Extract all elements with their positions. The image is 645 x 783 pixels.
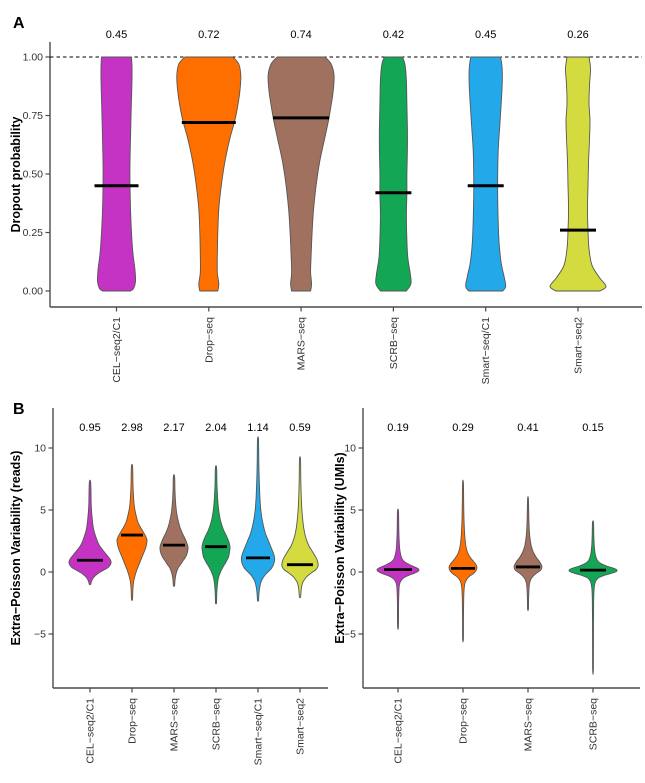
x-tick-label-smart-seq2: Smart−seq2: [295, 698, 307, 755]
x-tick-label-drop-seq: Drop−seq: [203, 317, 215, 363]
y-tick-label: 5: [350, 505, 356, 517]
value-label-cel-seq2-c1: 0.45: [106, 29, 127, 41]
x-tick-label-scrb-seq: SCRB−seq: [588, 698, 600, 750]
violin-a-smart-seq2: [549, 56, 607, 292]
x-tick-label-smart-seq-c1: Smart−seq/C1: [480, 317, 492, 385]
x-tick-label-mars-seq: MARS−seq: [169, 698, 181, 752]
value-label-mars-seq: 0.41: [517, 422, 538, 434]
violin-a-drop-seq: [176, 56, 242, 292]
y-tick-label: 0.00: [23, 286, 44, 298]
value-label-drop-seq: 0.29: [452, 422, 473, 434]
y-tick-label: 0.50: [23, 169, 44, 181]
panel-label-a: A: [13, 15, 25, 32]
x-tick-label-cel-seq2-c1: CEL−seq2/C1: [85, 698, 97, 764]
value-label-cel-seq2-c1: 0.19: [387, 422, 408, 434]
x-tick-label-scrb-seq: SCRB−seq: [388, 317, 400, 369]
value-label-scrb-seq: 2.04: [205, 422, 226, 434]
violin-a-scrb-seq: [375, 56, 412, 292]
value-label-smart-seq-c1: 1.14: [247, 422, 268, 434]
violin-b-umis-scrb-seq: [568, 520, 618, 676]
y-tick-label: 5: [40, 505, 46, 517]
x-tick-label-mars-seq: MARS−seq: [296, 317, 308, 371]
x-tick-label-mars-seq: MARS−seq: [523, 698, 535, 752]
y-axis-title: Extra−Poisson Variability (UMIs): [333, 452, 347, 643]
violin-b-reads-smart-seq-c1: [240, 436, 276, 602]
violin-b-reads-cel-seq2-c1: [68, 479, 112, 586]
panel-b-reads: B 10 5 0 −5 Extra−Poisson Variability (reads)…: [9, 401, 328, 765]
value-label-drop-seq: 0.72: [198, 29, 219, 41]
panel-a: A 0.00 0.25 0.50 0.75 1.00 Dropout probability…: [9, 15, 642, 384]
violin-b-reads-scrb-seq: [201, 465, 231, 605]
violin-a-cel-seq2-c1: [96, 56, 137, 292]
panel-label-b: B: [13, 401, 25, 418]
value-label-drop-seq: 2.98: [121, 422, 142, 434]
x-tick-label-smart-seq-c1: Smart−seq/C1: [253, 698, 265, 766]
value-label-scrb-seq: 0.42: [383, 29, 404, 41]
violin-b-umis-mars-seq: [513, 496, 543, 611]
x-tick-label-drop-seq: Drop−seq: [127, 698, 139, 744]
y-tick-label: 0.25: [23, 227, 44, 239]
value-label-scrb-seq: 0.15: [582, 422, 603, 434]
violin-a-mars-seq: [267, 56, 335, 292]
violin-b-reads-smart-seq2: [281, 456, 319, 599]
value-label-mars-seq: 0.74: [290, 29, 311, 41]
x-tick-label-smart-seq2: Smart−seq2: [573, 317, 585, 374]
value-label-smart-seq2: 0.59: [289, 422, 310, 434]
y-tick-label: 10: [344, 443, 356, 455]
value-label-smart-seq-c1: 0.45: [475, 29, 496, 41]
violin-b-reads-mars-seq: [159, 474, 189, 587]
value-label-smart-seq2: 0.26: [567, 29, 588, 41]
violin-a-smart-seq-c1: [465, 56, 507, 292]
x-tick-label-drop-seq: Drop−seq: [458, 698, 470, 744]
y-tick-label: 10: [34, 443, 46, 455]
y-axis-title: Extra−Poisson Variability (reads): [9, 451, 23, 646]
value-label-mars-seq: 2.17: [163, 422, 184, 434]
y-tick-label: 1.00: [23, 52, 44, 64]
y-tick-label: −5: [34, 629, 46, 641]
y-tick-label: −5: [344, 629, 356, 641]
violin-b-umis-drop-seq: [448, 479, 478, 643]
x-tick-label-scrb-seq: SCRB−seq: [211, 698, 223, 750]
y-axis-title: Dropout probability: [9, 116, 23, 232]
value-label-cel-seq2-c1: 0.95: [79, 422, 100, 434]
y-tick-label: 0.75: [23, 110, 44, 122]
y-tick-label: 0: [40, 567, 46, 579]
violin-b-reads-drop-seq: [116, 463, 148, 601]
x-tick-label-cel-seq2-c1: CEL−seq2/C1: [393, 698, 405, 764]
y-tick-label: 0: [350, 567, 356, 579]
x-tick-label-cel-seq2-c1: CEL−seq2/C1: [111, 317, 123, 383]
